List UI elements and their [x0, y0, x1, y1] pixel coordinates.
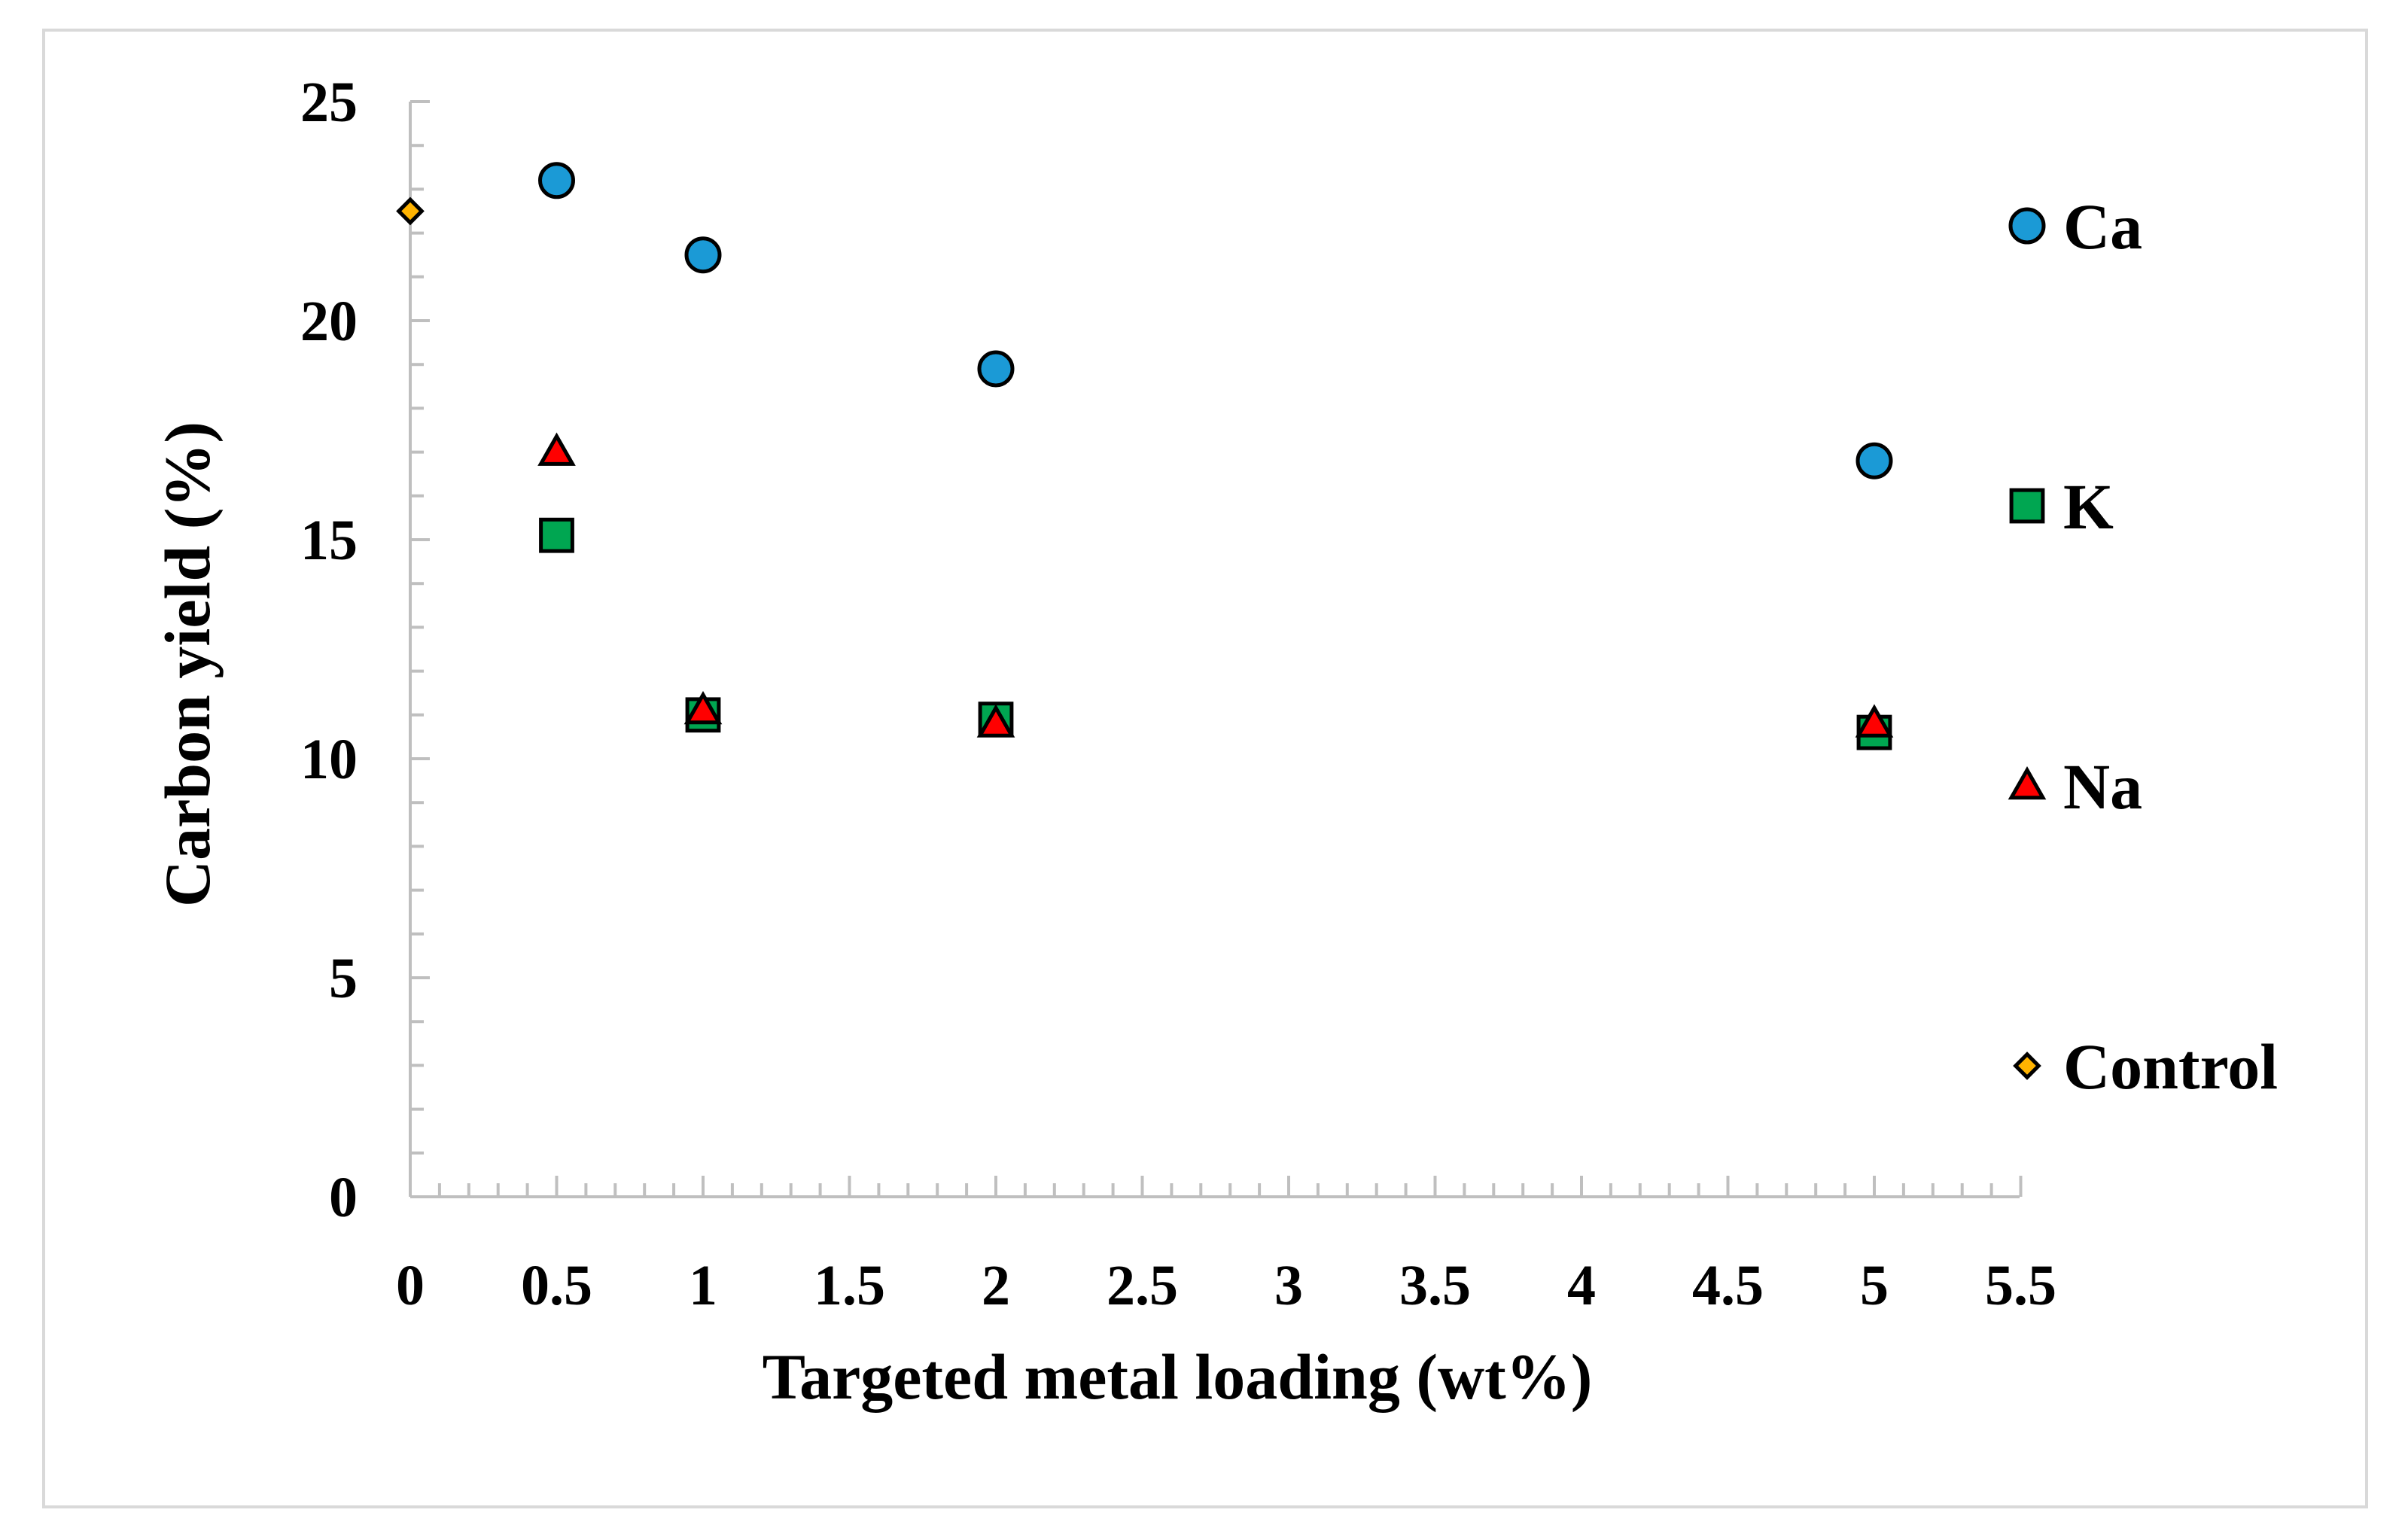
x-tick-label: 1.5 [814, 1254, 885, 1317]
point-ca [684, 236, 722, 274]
point-ca [1855, 442, 1893, 479]
legend-label-control: Control [2063, 1030, 2278, 1103]
x-tick-label: 4.5 [1692, 1254, 1764, 1317]
legend-label-na: Na [2063, 750, 2142, 823]
point-control [396, 196, 425, 226]
x-tick-label: 2 [982, 1254, 1010, 1317]
data-points [396, 162, 1894, 750]
x-tick-label: 3 [1274, 1254, 1303, 1317]
legend-label-k: K [2063, 470, 2114, 543]
y-tick-label: 0 [329, 1166, 358, 1229]
point-ca [538, 162, 575, 199]
x-tick-label: 0.5 [521, 1254, 592, 1317]
x-tick-label: 5.5 [1985, 1254, 2056, 1317]
legend-label-ca: Ca [2063, 190, 2142, 263]
point-na [976, 704, 1015, 738]
y-tick-label: 25 [300, 71, 358, 134]
point-na [683, 690, 723, 725]
chart-frame [42, 29, 2368, 1508]
x-tick-label: 5 [1860, 1254, 1889, 1317]
legend: Ca K Na Control [2008, 190, 2278, 1103]
legend-marker-ca [2008, 207, 2046, 245]
point-na [537, 432, 576, 466]
tick-labels: 0 5 10 15 20 25 0 0.5 1 1.5 2 2.5 3 3.5 4 4.5 5 5.5 [300, 71, 2056, 1317]
y-tick-label: 20 [300, 290, 358, 353]
point-k [539, 517, 574, 553]
x-axis-title: Targeted metal loading (wt%) [763, 1341, 1593, 1413]
y-tick-label: 5 [329, 947, 358, 1010]
y-axis-title: Carbon yield (%) [151, 422, 224, 907]
y-tick-label: 15 [300, 509, 358, 572]
x-tick-label: 0 [396, 1254, 425, 1317]
point-ca [977, 350, 1015, 388]
axes [409, 100, 2023, 1198]
x-tick-label: 4 [1567, 1254, 1596, 1317]
legend-marker-k [2009, 488, 2045, 524]
x-tick-label: 2.5 [1107, 1254, 1178, 1317]
x-tick-label: 3.5 [1399, 1254, 1471, 1317]
legend-marker-na [2008, 766, 2047, 800]
legend-marker-control [2013, 1052, 2041, 1080]
x-tick-label: 1 [689, 1254, 717, 1317]
point-na [1855, 704, 1894, 738]
y-tick-label: 10 [300, 728, 358, 791]
